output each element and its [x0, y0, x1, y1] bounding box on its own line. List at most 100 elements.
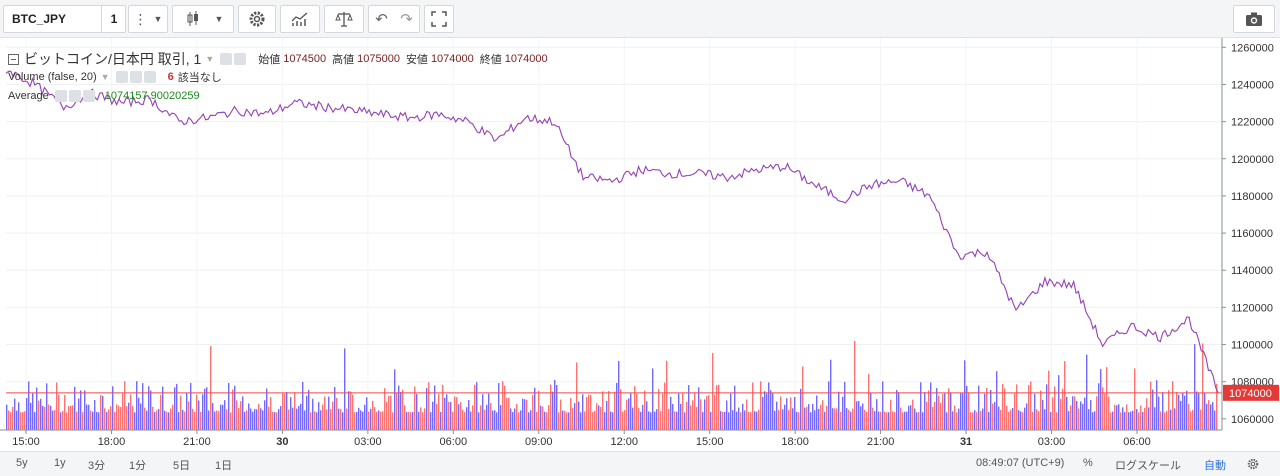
volume-bar	[1190, 411, 1192, 430]
price-tick-label: 1200000	[1231, 154, 1274, 166]
range-1min-button[interactable]: 1分	[129, 460, 147, 472]
time-tick-label: 06:00	[1123, 436, 1151, 448]
volume-bar	[588, 394, 590, 430]
volume-bar	[974, 410, 976, 430]
auto-scale-toggle[interactable]: 自動	[1204, 460, 1226, 472]
volume-controls[interactable]	[115, 71, 156, 83]
volume-bar	[1142, 411, 1144, 430]
volume-bar	[1054, 386, 1056, 430]
chart-canvas[interactable]: 1060000108000011000001120000114000011600…	[0, 38, 1280, 451]
range-5y-button[interactable]: 5y	[16, 457, 28, 469]
time-axis: 15:00 18:00 21:00 30 03:00 06:00 09:00 12:00 15:…	[0, 429, 1222, 448]
volume-bar	[984, 393, 986, 430]
chart-type-button[interactable]: ▼	[172, 5, 234, 33]
volume-bar	[114, 411, 116, 430]
chevron-down-icon[interactable]: ▼	[100, 72, 110, 82]
redo-icon[interactable]: ↷	[400, 11, 413, 28]
volume-bar	[78, 398, 80, 430]
volume-bar	[172, 404, 174, 430]
volume-bar	[100, 395, 102, 430]
volume-bar	[770, 390, 772, 430]
range-5d-button[interactable]: 5日	[173, 460, 191, 472]
volume-bar	[872, 407, 874, 430]
volume-bar	[412, 411, 414, 430]
volume-bar	[212, 403, 214, 430]
volume-bar	[418, 411, 420, 430]
volume-bar	[208, 410, 210, 430]
volume-bar	[502, 381, 504, 430]
volume-bar	[1200, 409, 1202, 430]
fullscreen-button[interactable]	[424, 5, 454, 33]
volume-bar	[490, 402, 492, 430]
volume-bar	[568, 412, 570, 430]
volume-bar	[548, 405, 550, 430]
volume-bar	[892, 411, 894, 430]
range-1d-button[interactable]: 1日	[215, 460, 233, 472]
volume-bar	[30, 402, 32, 430]
volume-bar	[922, 412, 924, 430]
settings-button[interactable]	[238, 5, 276, 33]
volume-bar	[1156, 380, 1158, 430]
interval-menu-button[interactable]: ⋮ ▼	[128, 5, 168, 33]
chevron-down-icon[interactable]: ▼	[205, 54, 215, 64]
volume-bar	[136, 381, 138, 430]
collapse-icon[interactable]	[8, 53, 19, 65]
volume-bar	[982, 408, 984, 430]
percent-toggle[interactable]: %	[1083, 457, 1093, 469]
volume-bar	[20, 412, 22, 430]
volume-bar	[680, 403, 682, 430]
volume-bar	[708, 395, 710, 430]
volume-bar	[174, 387, 176, 430]
volume-bar	[478, 412, 480, 430]
volume-bar	[94, 399, 96, 430]
volume-bar	[1028, 385, 1030, 430]
volume-bar	[296, 408, 298, 430]
volume-bar	[700, 399, 702, 430]
volume-bar	[1194, 344, 1196, 430]
volume-bar	[684, 412, 686, 430]
range-3min-button[interactable]: 3分	[88, 460, 106, 472]
price-tick-label: 1240000	[1231, 79, 1274, 91]
close-label: 終値	[479, 54, 502, 66]
chart-area[interactable]: 1060000 1080000 1100000 1120000 1140000 11600…	[0, 38, 1280, 451]
volume-bar	[104, 408, 106, 430]
volume-bar	[896, 389, 898, 430]
volume-bar	[350, 391, 352, 430]
volume-bar	[664, 382, 666, 430]
volume-bar	[926, 401, 928, 430]
volume-bar	[134, 412, 136, 430]
volume-bar	[18, 402, 20, 430]
volume-bar	[566, 412, 568, 430]
log-scale-toggle[interactable]: ログスケール	[1115, 460, 1181, 472]
volume-bar	[74, 386, 76, 430]
volume-bar	[1022, 412, 1024, 430]
volume-bar	[192, 408, 194, 430]
volume-bar	[1048, 370, 1050, 430]
time-tick-label: 30	[276, 436, 288, 448]
symbol-search[interactable]: BTC_JPY 1	[3, 5, 126, 33]
series-controls[interactable]	[220, 53, 247, 65]
volume-bar	[678, 393, 680, 430]
volume-bar	[902, 412, 904, 430]
indicators-button[interactable]	[280, 5, 320, 33]
volume-bar	[602, 391, 604, 430]
undo-icon[interactable]: ↶	[375, 11, 388, 28]
interval-value[interactable]: 1	[110, 12, 118, 26]
volume-bar	[604, 412, 606, 430]
volume-bar	[274, 412, 276, 430]
volume-bar	[782, 409, 784, 430]
range-1y-button[interactable]: 1y	[54, 457, 66, 469]
compare-button[interactable]	[324, 5, 364, 33]
screenshot-button[interactable]	[1233, 5, 1275, 33]
average-controls[interactable]	[54, 90, 95, 102]
volume-bar	[1148, 407, 1150, 430]
volume-bar	[732, 410, 734, 430]
price-line	[5, 70, 1219, 393]
volume-bar	[1014, 393, 1016, 430]
volume-bar	[608, 390, 610, 430]
low-label: 安値	[405, 54, 428, 66]
volume-bar	[508, 397, 510, 430]
gear-icon[interactable]	[1246, 457, 1260, 471]
volume-bar	[956, 412, 958, 430]
volume-bar	[858, 400, 860, 430]
